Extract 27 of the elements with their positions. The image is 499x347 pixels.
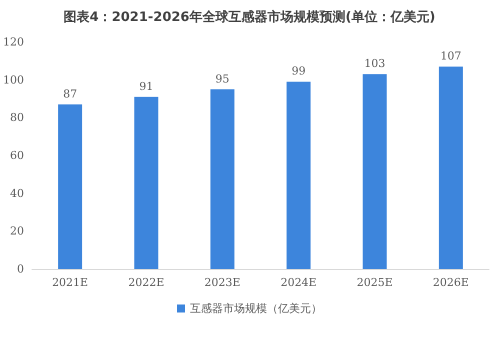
- data-label: 103: [364, 57, 386, 70]
- x-tick-label: 2022E: [128, 276, 164, 289]
- bar: [58, 104, 82, 269]
- data-label: 91: [139, 80, 154, 93]
- y-tick-label: 0: [16, 262, 24, 276]
- y-tick-label: 60: [10, 149, 24, 162]
- y-tick-label: 100: [2, 73, 24, 86]
- x-tick-label: 2024E: [280, 276, 317, 289]
- data-label: 107: [440, 50, 462, 63]
- bar: [438, 66, 463, 269]
- y-tick-label: 120: [2, 36, 24, 48]
- data-label: 95: [215, 72, 230, 86]
- y-tick-label: 20: [10, 224, 24, 238]
- data-label: 87: [63, 87, 78, 100]
- data-label: 99: [292, 64, 306, 78]
- x-tick-label: 2026E: [432, 276, 469, 289]
- bar: [362, 74, 387, 269]
- bar: [134, 96, 158, 269]
- y-tick-label: 40: [10, 186, 24, 200]
- x-tick-label: 2021E: [52, 276, 88, 289]
- chart-title: 图表4：2021-2026年全球互感器市场规模预测(单位：亿美元): [64, 9, 436, 25]
- bar: [286, 82, 311, 269]
- bar: [210, 89, 234, 269]
- y-tick-label: 80: [10, 111, 24, 124]
- x-tick-label: 2025E: [356, 276, 393, 289]
- x-tick-label: 2023E: [204, 276, 240, 289]
- legend-label: 互感器市场规模（亿美元）: [190, 302, 322, 315]
